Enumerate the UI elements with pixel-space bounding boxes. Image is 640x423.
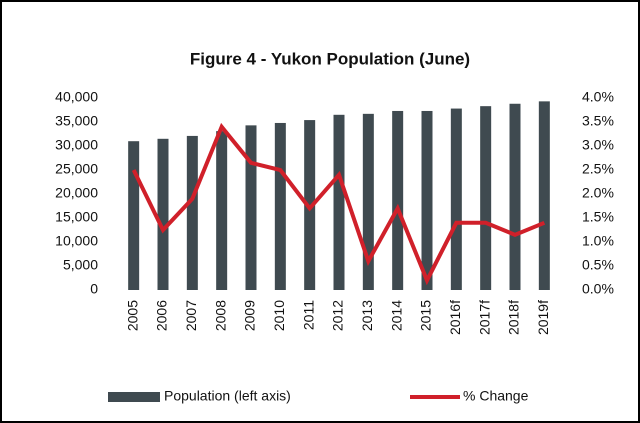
bar xyxy=(362,113,374,290)
y-tick-label: 20,000 xyxy=(55,185,98,201)
y-tick-label: 0 xyxy=(90,281,98,297)
bar xyxy=(157,138,169,290)
legend-label: Population (left axis) xyxy=(164,388,291,404)
y2-tick-label: 2.0% xyxy=(582,185,614,201)
bar xyxy=(128,141,140,290)
bar xyxy=(333,114,345,290)
y2-tick-label: 4.0% xyxy=(582,89,614,105)
bar xyxy=(421,110,433,291)
x-tick-label: 2005 xyxy=(124,300,140,331)
x-tick-label: 2013 xyxy=(359,300,375,331)
x-tick-label: 2010 xyxy=(271,300,287,331)
chart-title: Figure 4 - Yukon Population (June) xyxy=(190,49,470,68)
y-tick-label: 40,000 xyxy=(55,89,98,105)
line xyxy=(131,122,546,286)
bar xyxy=(274,122,286,291)
x-tick-label: 2006 xyxy=(154,300,170,331)
y2-tick-label: 1.0% xyxy=(582,233,614,249)
y2-tick-label: 2.5% xyxy=(582,161,614,177)
x-tick-label: 2019f xyxy=(535,300,551,335)
x-tick-label: 2014 xyxy=(388,300,404,331)
bar xyxy=(304,120,316,290)
y-tick-label: 35,000 xyxy=(55,113,98,129)
y-tick-label: 25,000 xyxy=(55,161,98,177)
y-tick-label: 5,000 xyxy=(63,257,98,273)
y2-tick-label: 1.5% xyxy=(582,209,614,225)
y-tick-label: 10,000 xyxy=(55,233,98,249)
bar xyxy=(509,103,521,290)
y2-tick-label: 0.5% xyxy=(582,257,614,273)
x-tick-label: 2018f xyxy=(506,300,522,335)
x-tick-label: 2015 xyxy=(418,300,434,331)
x-tick-label: 2009 xyxy=(242,300,258,331)
bar xyxy=(216,131,228,290)
bar xyxy=(245,125,257,290)
x-tick-label: 2017f xyxy=(476,300,492,335)
y2-tick-label: 3.0% xyxy=(582,137,614,153)
x-tick-label: 2008 xyxy=(212,300,228,331)
x-tick-label: 2012 xyxy=(330,300,346,331)
legend-label: % Change xyxy=(463,388,529,404)
x-tick-label: 2011 xyxy=(300,300,316,330)
legend-swatch xyxy=(108,392,160,402)
bar xyxy=(392,110,404,291)
bar xyxy=(450,108,462,290)
bar xyxy=(538,101,550,290)
bar xyxy=(480,106,492,290)
y-tick-label: 15,000 xyxy=(55,209,98,225)
x-tick-label: 2016f xyxy=(447,300,463,335)
y-tick-label: 30,000 xyxy=(55,137,98,153)
y2-tick-label: 3.5% xyxy=(582,113,614,129)
x-tick-label: 2007 xyxy=(183,300,199,331)
bar xyxy=(186,135,198,290)
y2-tick-label: 0.0% xyxy=(582,281,614,297)
